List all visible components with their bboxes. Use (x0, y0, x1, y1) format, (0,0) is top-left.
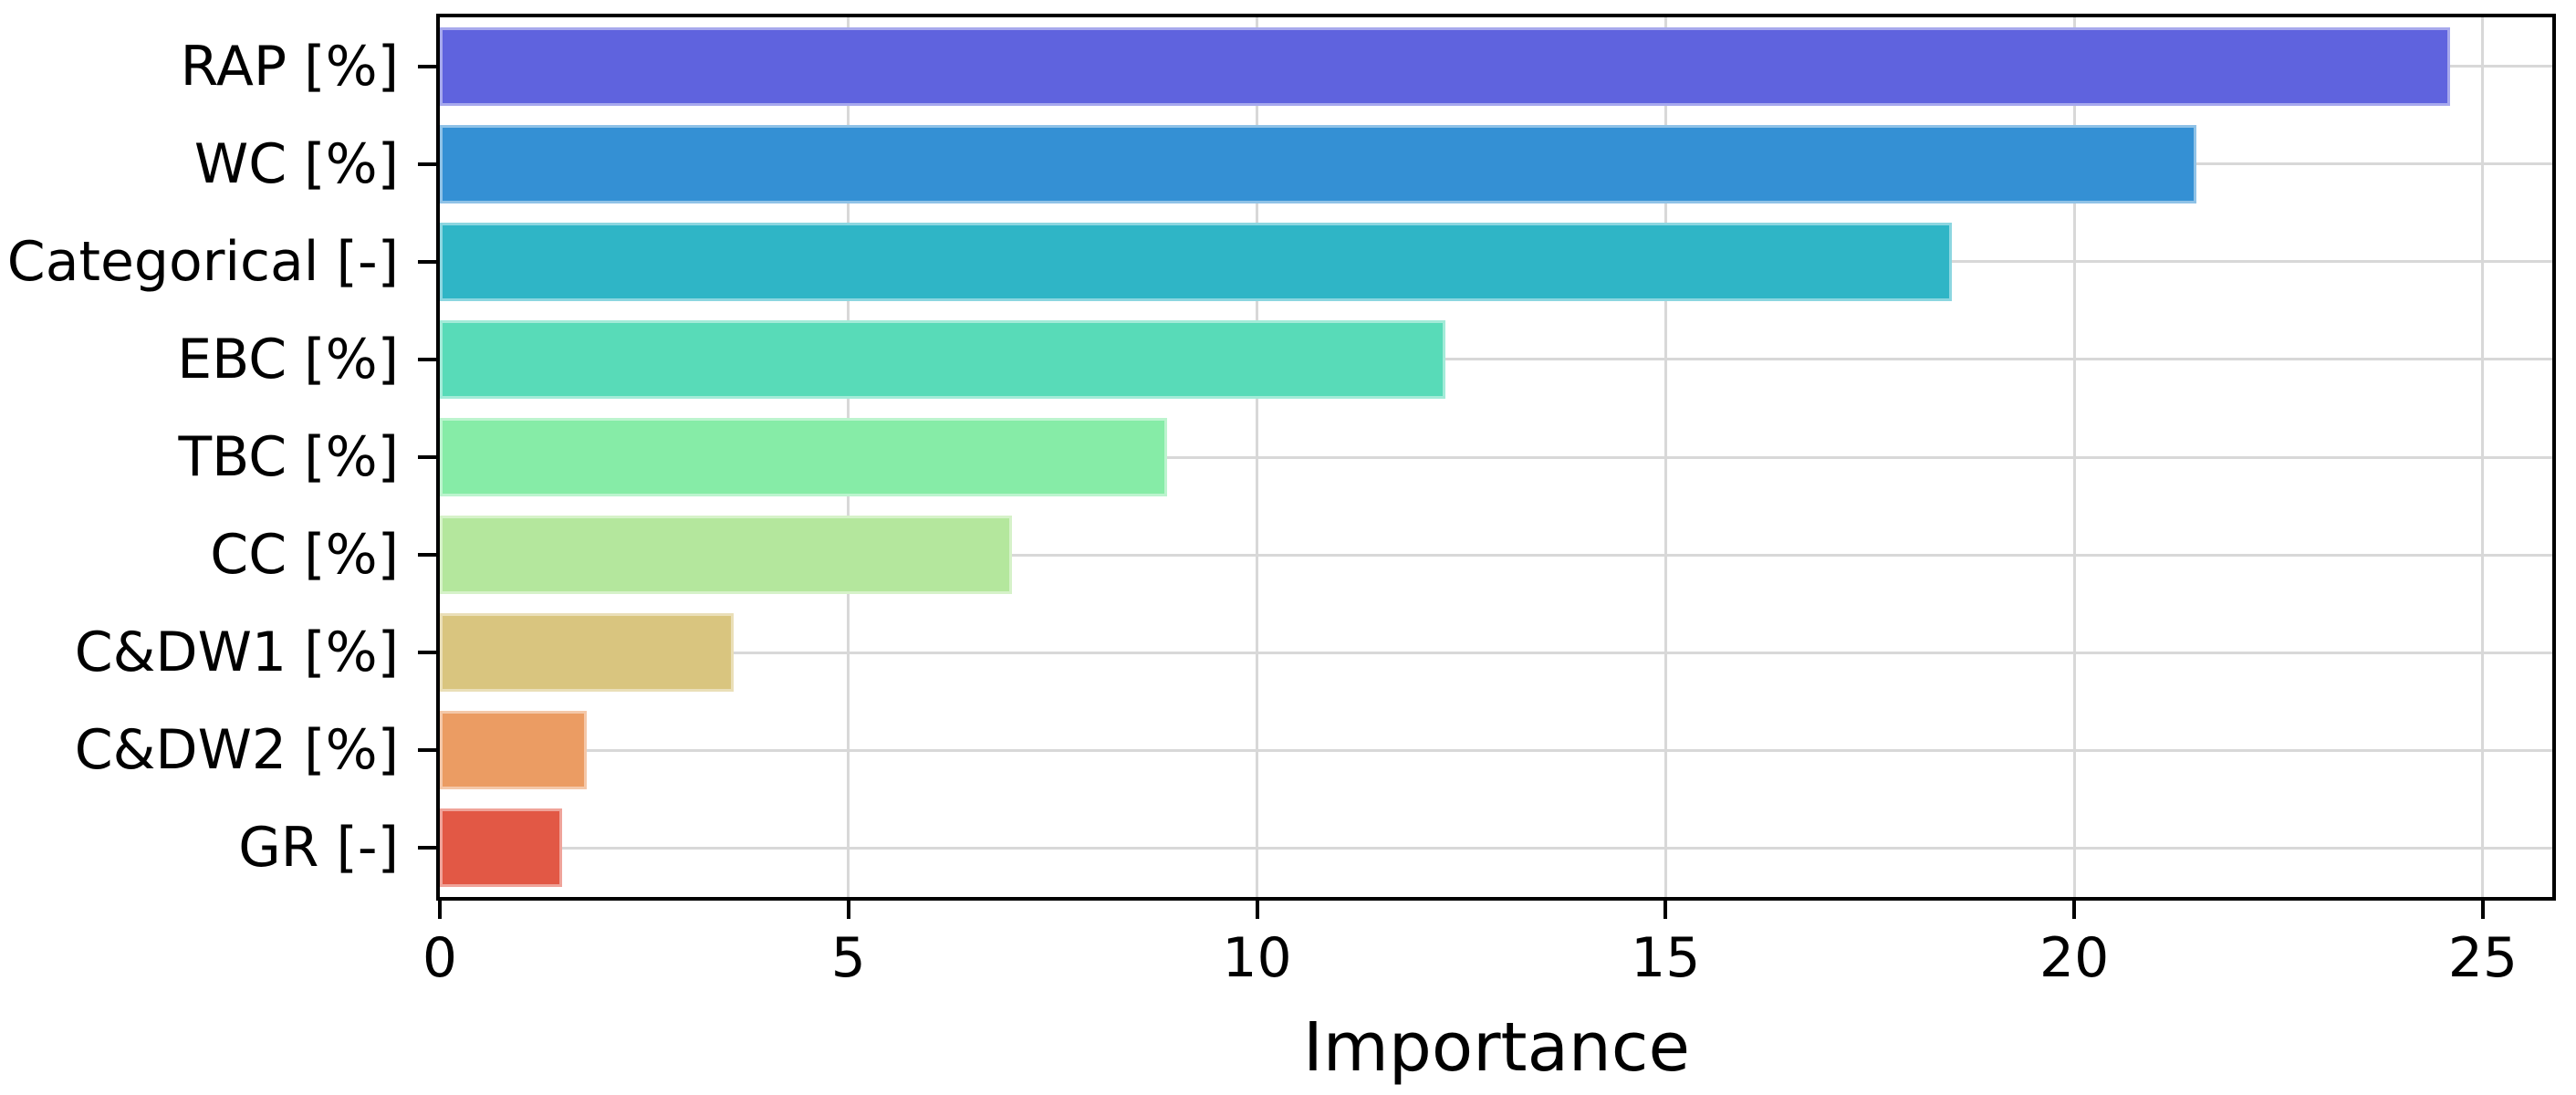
x-tick-label: 20 (2039, 926, 2110, 990)
y-gridline (440, 846, 2552, 850)
y-tick-mark (418, 846, 440, 850)
x-tick-label: 15 (1631, 926, 1701, 990)
y-tick-label: WC [%] (193, 131, 399, 196)
y-tick-mark (418, 357, 440, 361)
y-tick-label: Categorical [-] (6, 229, 399, 294)
x-tick-mark (846, 897, 850, 919)
y-tick-label: CC [%] (210, 523, 399, 588)
y-tick-label: TBC [%] (178, 425, 399, 489)
plot-area (436, 14, 2556, 901)
y-tick-mark (418, 259, 440, 264)
bar-cc (440, 516, 1012, 595)
bar-rap (440, 26, 2451, 106)
y-gridline (440, 358, 2552, 361)
y-tick-label: GR [-] (238, 816, 399, 881)
bar-ebc (440, 319, 1445, 399)
bar-c-dw2 (440, 711, 588, 790)
x-tick-label: 5 (830, 926, 866, 990)
x-tick-label: 10 (1222, 926, 1292, 990)
y-tick-label: EBC [%] (177, 327, 399, 391)
y-tick-label: RAP [%] (180, 34, 399, 99)
x-tick-mark (1663, 897, 1668, 919)
y-tick-mark (418, 64, 440, 68)
x-axis-title: Importance (1302, 1008, 1691, 1087)
x-tick-mark (438, 897, 442, 919)
x-tick-label: 25 (2447, 926, 2519, 990)
y-gridline (440, 553, 2552, 557)
y-gridline (440, 455, 2552, 459)
x-tick-mark (1255, 897, 1259, 919)
x-tick-mark (2480, 897, 2485, 919)
y-gridline (440, 748, 2552, 752)
x-tick-label: 0 (422, 926, 458, 990)
bar-wc (440, 124, 2197, 203)
bar-gr (440, 808, 563, 888)
bar-categorical (440, 222, 1952, 301)
x-tick-mark (2072, 897, 2077, 919)
y-tick-mark (418, 651, 440, 655)
y-tick-mark (418, 455, 440, 459)
bar-tbc (440, 418, 1168, 496)
y-gridline (440, 651, 2552, 654)
y-tick-label: C&DW1 [%] (74, 620, 399, 685)
bar-c-dw1 (440, 613, 735, 693)
y-tick-mark (418, 553, 440, 558)
y-tick-mark (418, 162, 440, 166)
y-tick-mark (418, 748, 440, 753)
y-tick-label: C&DW2 [%] (74, 718, 399, 783)
